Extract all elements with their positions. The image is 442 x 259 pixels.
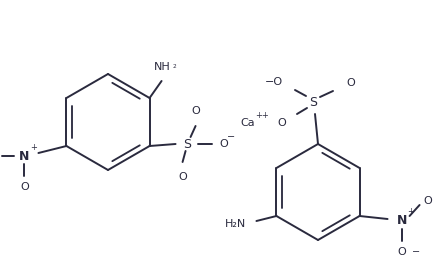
Text: −O: −O: [265, 77, 283, 87]
Text: −: −: [412, 247, 419, 257]
Text: O: O: [277, 118, 286, 128]
Text: −: −: [226, 132, 235, 142]
Text: N: N: [19, 149, 30, 162]
Text: O: O: [346, 78, 355, 88]
Text: NH: NH: [154, 62, 171, 72]
Text: O: O: [20, 182, 29, 192]
Text: Ca: Ca: [241, 118, 255, 128]
Text: S: S: [183, 138, 191, 150]
Text: O: O: [220, 139, 229, 149]
Text: $_2$: $_2$: [172, 62, 177, 71]
Text: O: O: [191, 106, 200, 116]
Text: S: S: [309, 96, 317, 109]
Text: O: O: [397, 247, 406, 257]
Text: O: O: [423, 196, 432, 206]
Text: O: O: [178, 172, 187, 182]
Text: ++: ++: [255, 112, 269, 120]
Text: +: +: [30, 142, 37, 152]
Text: +: +: [407, 207, 414, 217]
Text: N: N: [396, 214, 407, 227]
Text: H₂N: H₂N: [225, 219, 247, 229]
